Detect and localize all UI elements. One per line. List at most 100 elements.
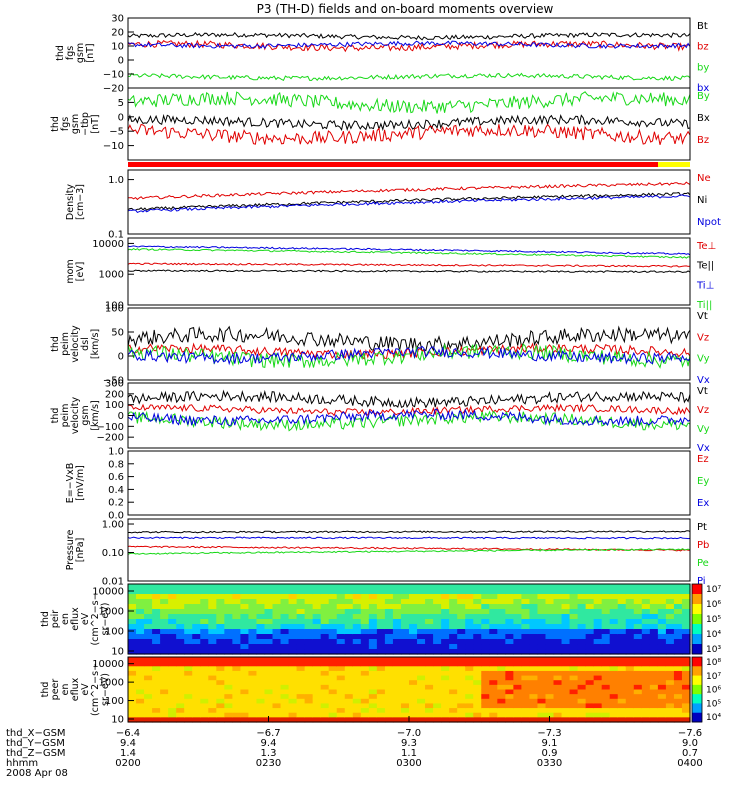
heatmap-cell xyxy=(336,708,346,714)
heatmap-cell xyxy=(288,624,298,630)
heatmap-cell xyxy=(409,594,418,600)
heatmap-cell xyxy=(304,589,314,595)
heatmap-cell xyxy=(649,594,659,600)
heatmap-cell xyxy=(625,594,635,600)
figure-title: P3 (TH-D) fields and on-board moments ov… xyxy=(257,2,554,16)
heatmap-cell xyxy=(657,712,667,718)
heatmap-cell xyxy=(409,629,418,635)
heatmap-cell xyxy=(529,594,539,600)
heatmap-cell xyxy=(657,649,667,655)
heatmap-cell xyxy=(665,619,675,625)
heatmap-cell xyxy=(376,634,386,640)
series-line-bz xyxy=(127,39,691,53)
heatmap-cell xyxy=(368,694,378,700)
series-line-Vx xyxy=(127,345,691,366)
heatmap-cell xyxy=(136,657,145,663)
heatmap-cell xyxy=(665,589,675,595)
heatmap-cell xyxy=(400,589,410,595)
heatmap-cell xyxy=(144,689,153,695)
heatmap-cell xyxy=(601,614,611,620)
heatmap-cell xyxy=(280,609,290,615)
legend-label-By: By xyxy=(697,91,710,102)
heatmap-cell xyxy=(513,629,522,635)
heatmap-cell xyxy=(521,589,531,595)
heatmap-cell xyxy=(457,614,466,620)
heatmap-cell xyxy=(280,624,290,630)
heatmap-cell xyxy=(312,712,322,718)
y-tick-label: 20 xyxy=(111,28,124,39)
heatmap-cell xyxy=(673,666,683,672)
heatmap-cell xyxy=(280,619,290,625)
heatmap-cell xyxy=(537,694,547,700)
heatmap-cell xyxy=(400,594,410,600)
heatmap-cell xyxy=(344,703,354,709)
y-label-line: en xyxy=(60,684,71,696)
heatmap-cell xyxy=(513,684,522,691)
heatmap-cell xyxy=(136,609,145,615)
heatmap-cell xyxy=(609,624,619,630)
heatmap-cell xyxy=(433,599,442,605)
heatmap-cell xyxy=(617,639,627,645)
y-label-line: fgs xyxy=(65,46,76,60)
heatmap-cell xyxy=(465,661,474,667)
heatmap-cell xyxy=(425,675,434,681)
heatmap-cell xyxy=(160,589,169,595)
heatmap-cell xyxy=(505,629,514,635)
heatmap-cell xyxy=(561,698,571,705)
heatmap-cell xyxy=(288,594,298,600)
heatmap-cell xyxy=(264,680,274,686)
heatmap-cell xyxy=(192,589,201,595)
heatmap-cell xyxy=(232,657,241,663)
heatmap-cell xyxy=(136,661,145,667)
heatmap-cell xyxy=(248,666,258,672)
heatmap-cell xyxy=(569,584,579,590)
heatmap-cell xyxy=(232,670,241,677)
heatmap-cell xyxy=(433,666,442,672)
heatmap-cell xyxy=(240,589,250,595)
heatmap-cell xyxy=(457,717,466,723)
heatmap-cell xyxy=(489,680,498,686)
heatmap-cell xyxy=(360,661,370,667)
y-label-line: dsl xyxy=(80,337,91,351)
legend-label-Vy: Vy xyxy=(697,424,710,435)
heatmap-cell xyxy=(585,675,595,681)
heatmap-cell xyxy=(256,712,266,718)
heatmap-cell xyxy=(625,708,635,714)
heatmap-cell xyxy=(481,639,490,645)
heatmap-cell xyxy=(360,698,370,705)
heatmap-cell xyxy=(344,708,354,714)
heatmap-cell xyxy=(304,703,314,709)
heatmap-cell xyxy=(360,712,370,718)
heatmap-cell xyxy=(497,614,506,620)
heatmap-cell xyxy=(328,666,338,672)
y-tick-label: 0 xyxy=(118,56,124,67)
heatmap-cell xyxy=(304,599,314,605)
heatmap-cell xyxy=(152,703,161,709)
heatmap-cell xyxy=(633,694,643,700)
heatmap-cell xyxy=(529,614,539,620)
heatmap-cell xyxy=(457,629,466,635)
heatmap-cell xyxy=(505,594,514,600)
heatmap-cell xyxy=(425,689,434,695)
heatmap-cell xyxy=(328,684,338,691)
heatmap-cell xyxy=(168,666,177,672)
heatmap-cell xyxy=(144,698,153,705)
heatmap-cell xyxy=(376,644,386,650)
heatmap-cell xyxy=(465,619,474,625)
heatmap-cell xyxy=(505,644,514,650)
heatmap-cell xyxy=(481,703,490,709)
heatmap-cell xyxy=(168,614,177,620)
heatmap-cell xyxy=(224,675,233,681)
heatmap-cell xyxy=(505,680,514,686)
legend-label-Ey: Ey xyxy=(697,476,709,487)
heatmap-cell xyxy=(681,708,691,714)
colorbar-tick-label: 10⁴ xyxy=(706,713,721,723)
heatmap-cell xyxy=(296,698,306,705)
heatmap-cell xyxy=(561,639,571,645)
heatmap-cell xyxy=(280,589,290,595)
heatmap-cell xyxy=(465,717,474,723)
heatmap-cell xyxy=(152,584,161,590)
heatmap-cell xyxy=(465,666,474,672)
heatmap-cell xyxy=(465,584,474,590)
heatmap-cell xyxy=(433,708,442,714)
